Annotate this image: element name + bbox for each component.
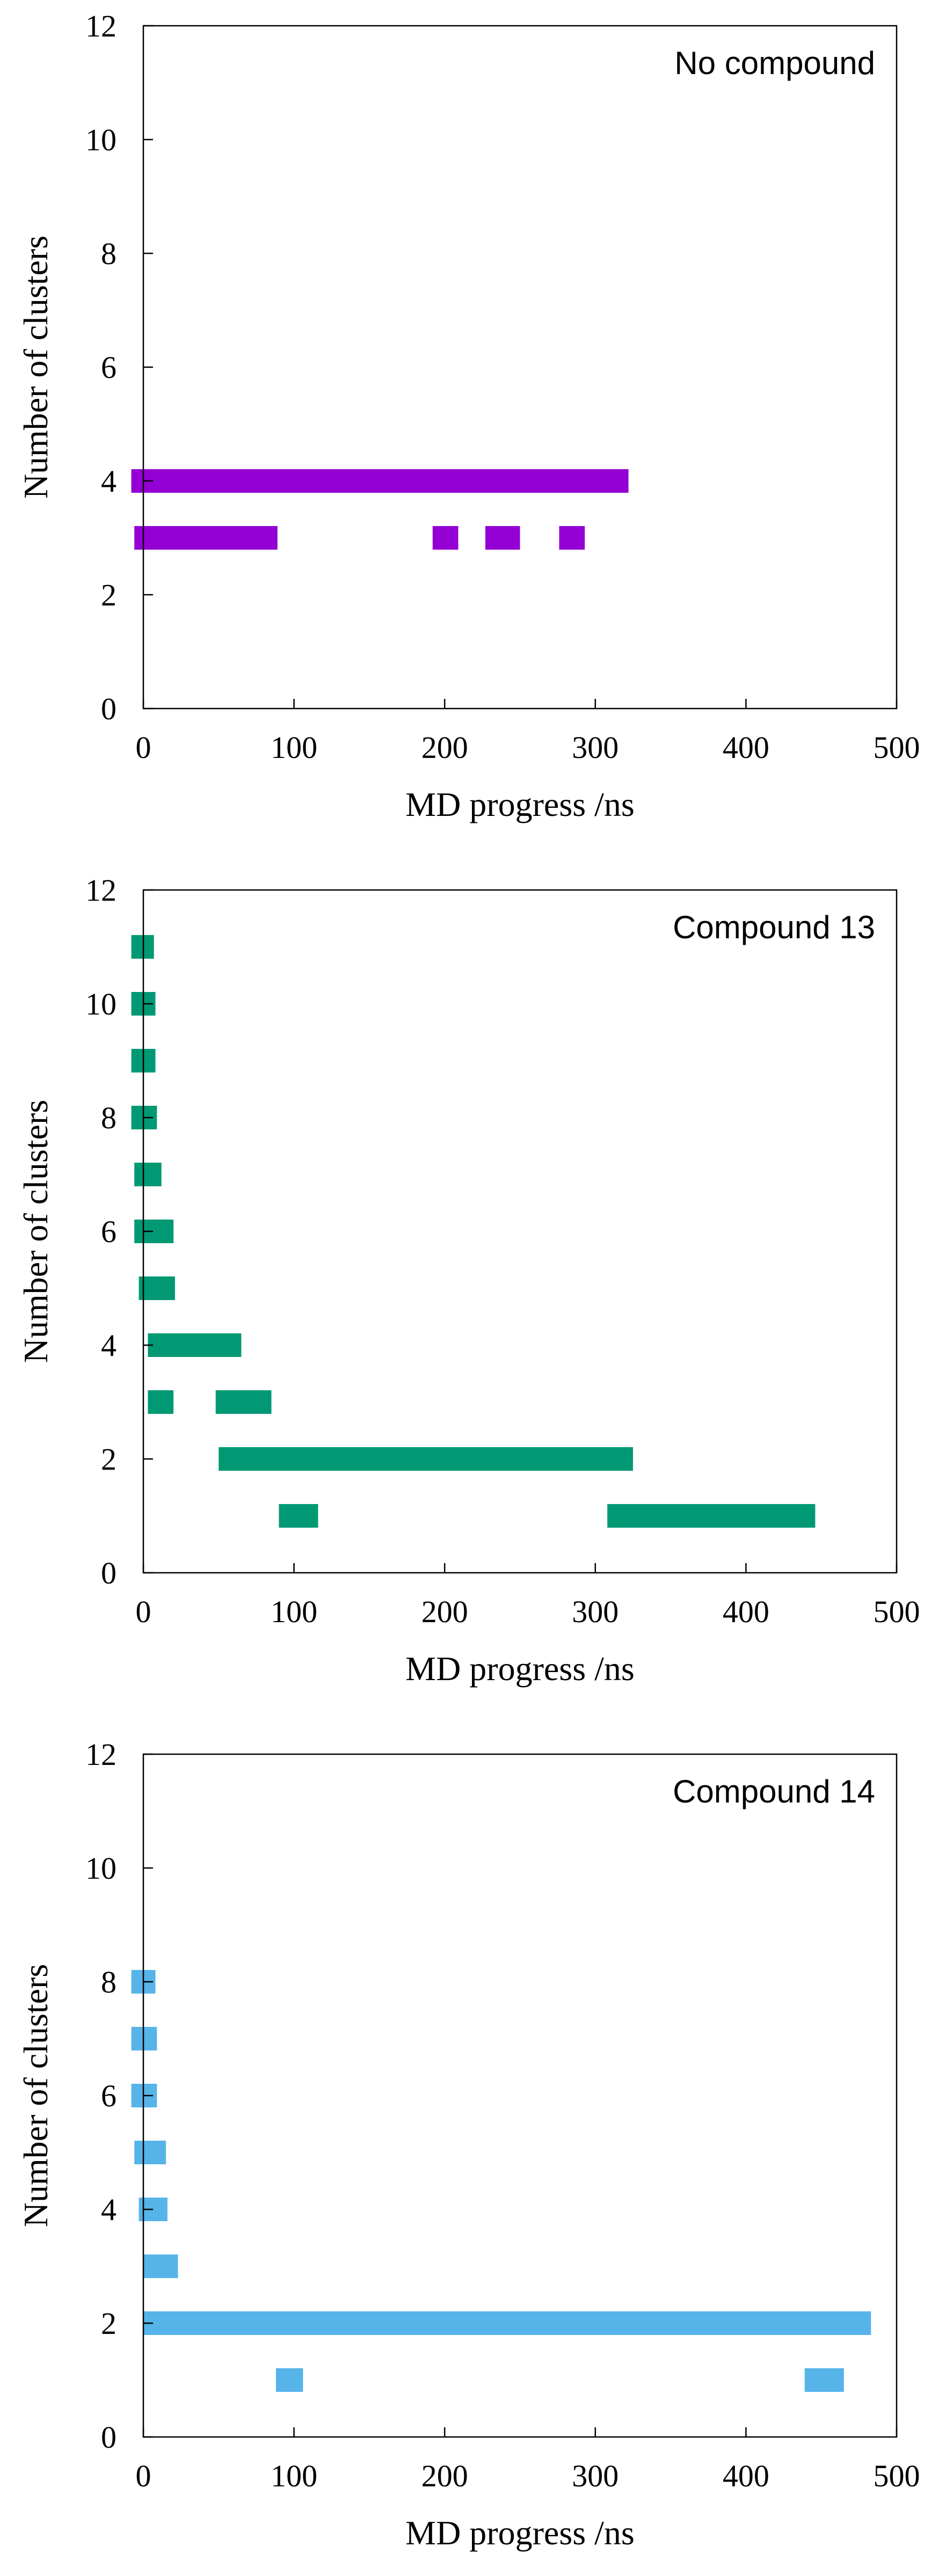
x-tick-label: 200 xyxy=(421,2458,468,2493)
x-tick-label: 500 xyxy=(874,1594,920,1629)
x-tick-label: 300 xyxy=(572,1594,618,1629)
chart-panel-3: 0 2 4 6 8 10 12 0 100 200 300 400 500 MD progress /ns… xyxy=(17,1737,920,2552)
x-tick-label: 300 xyxy=(572,730,618,765)
y-tick-label: 6 xyxy=(101,1214,117,1249)
x-tick-label: 100 xyxy=(271,2458,317,2493)
x-tick-label: 300 xyxy=(572,2458,618,2493)
y-tick-label: 12 xyxy=(85,1737,117,1772)
y-tick-label: 2 xyxy=(101,1442,117,1477)
cluster-bar xyxy=(607,1504,816,1528)
cluster-bar xyxy=(143,2254,178,2278)
panel-annotation: No compound xyxy=(674,45,875,81)
y-tick-label: 4 xyxy=(101,464,117,499)
cluster-bar xyxy=(134,526,278,550)
x-tick-label: 400 xyxy=(723,1594,769,1629)
x-tick-label: 200 xyxy=(421,730,468,765)
chart-panel-1: 0 2 4 6 8 10 12 0 100 200 300 400 500 MD progress /ns… xyxy=(17,9,920,823)
y-tick-label: 4 xyxy=(101,1328,117,1363)
x-tick-label: 100 xyxy=(271,730,317,765)
y-tick-label: 2 xyxy=(101,2306,117,2341)
x-tick-label: 500 xyxy=(874,730,920,765)
x-axis-label: MD progress /ns xyxy=(405,785,635,823)
x-tick-label: 400 xyxy=(723,730,769,765)
y-tick-label: 12 xyxy=(85,9,117,43)
cluster-bar xyxy=(143,2311,871,2335)
x-tick-label: 500 xyxy=(874,2458,920,2493)
cluster-bar xyxy=(148,1333,242,1357)
y-tick-label: 10 xyxy=(85,987,117,1021)
y-tick-label: 12 xyxy=(85,873,117,908)
y-tick-label: 0 xyxy=(101,691,117,726)
cluster-bar xyxy=(215,1390,272,1414)
cluster-bar xyxy=(219,1447,633,1471)
x-tick-label: 100 xyxy=(271,1594,317,1629)
x-tick-label: 400 xyxy=(723,2458,769,2493)
y-axis-label: Number of clusters xyxy=(17,1100,55,1363)
cluster-bar xyxy=(134,1220,174,1243)
chart-panel-2: 0 2 4 6 8 10 12 0 100 200 300 400 500 MD progress /ns… xyxy=(17,873,920,1688)
y-tick-label: 8 xyxy=(101,1965,117,1999)
x-axis-label: MD progress /ns xyxy=(405,1650,635,1688)
y-tick-label: 6 xyxy=(101,350,117,385)
cluster-bar xyxy=(131,935,154,959)
y-axis-label: Number of clusters xyxy=(17,236,55,499)
x-tick-label: 0 xyxy=(136,2458,151,2493)
y-tick-label: 10 xyxy=(85,1851,117,1886)
cluster-bar xyxy=(134,1163,162,1186)
y-tick-label: 6 xyxy=(101,2078,117,2113)
x-axis-label: MD progress /ns xyxy=(405,2514,635,2552)
y-tick-label: 0 xyxy=(101,2420,117,2455)
cluster-bar xyxy=(148,1390,174,1414)
cluster-bar xyxy=(559,526,585,550)
cluster-bar xyxy=(432,526,459,550)
x-tick-label: 0 xyxy=(136,730,151,765)
y-tick-label: 8 xyxy=(101,236,117,271)
y-tick-label: 10 xyxy=(85,122,117,157)
y-axis-label: Number of clusters xyxy=(17,1964,55,2228)
cluster-bar xyxy=(485,526,520,550)
panel-annotation: Compound 14 xyxy=(673,1774,875,1809)
cluster-bar xyxy=(131,2027,157,2050)
y-tick-label: 8 xyxy=(101,1100,117,1135)
x-tick-label: 0 xyxy=(136,1594,151,1629)
cluster-bar xyxy=(134,2141,166,2164)
cluster-bar xyxy=(804,2368,844,2392)
cluster-bar xyxy=(131,469,629,493)
panel-annotation: Compound 13 xyxy=(673,909,875,945)
cluster-bar xyxy=(275,2368,303,2392)
cluster-bar xyxy=(139,1276,175,1300)
y-tick-label: 4 xyxy=(101,2192,117,2227)
cluster-bar xyxy=(279,1504,318,1528)
y-tick-label: 2 xyxy=(101,578,117,612)
y-tick-label: 0 xyxy=(101,1556,117,1590)
plot-frame xyxy=(142,25,898,710)
x-tick-label: 200 xyxy=(421,1594,468,1629)
